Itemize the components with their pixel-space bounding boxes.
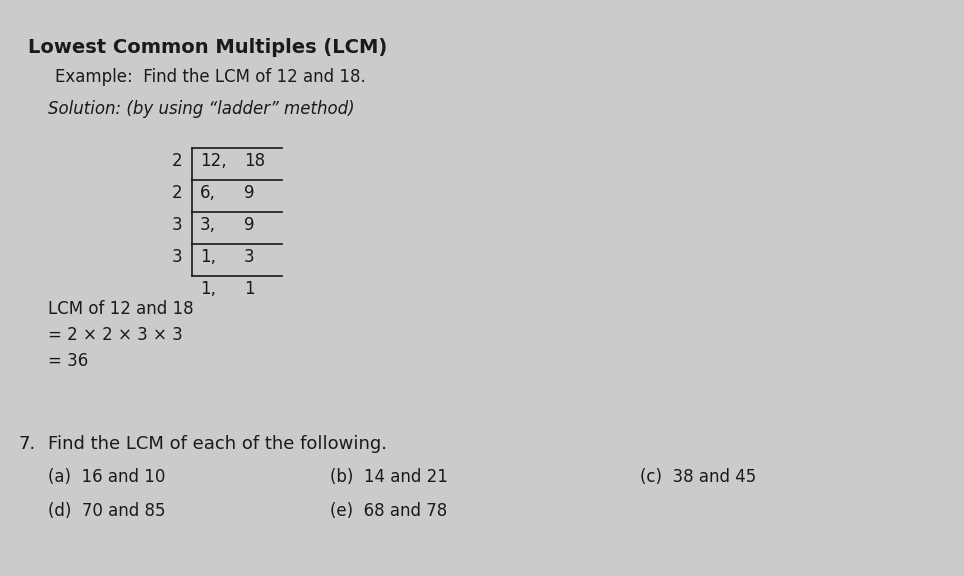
Text: Solution: (by using “ladder” method): Solution: (by using “ladder” method) [48,100,355,118]
Text: 9: 9 [244,216,254,234]
Text: LCM of 12 and 18: LCM of 12 and 18 [48,300,194,318]
Text: 2: 2 [172,152,182,170]
Text: Find the LCM of each of the following.: Find the LCM of each of the following. [48,435,387,453]
Text: 3,: 3, [200,216,216,234]
Text: Example:  Find the LCM of 12 and 18.: Example: Find the LCM of 12 and 18. [55,68,365,86]
Text: 3: 3 [244,248,254,266]
Text: 1,: 1, [200,248,216,266]
Text: (b)  14 and 21: (b) 14 and 21 [330,468,448,486]
Text: 12,: 12, [200,152,227,170]
Text: 2: 2 [172,184,182,202]
Text: 18: 18 [244,152,265,170]
Text: Lowest Common Multiples (LCM): Lowest Common Multiples (LCM) [28,38,388,57]
Text: = 36: = 36 [48,352,89,370]
Text: 9: 9 [244,184,254,202]
Text: 7.: 7. [18,435,36,453]
Text: (a)  16 and 10: (a) 16 and 10 [48,468,166,486]
Text: (c)  38 and 45: (c) 38 and 45 [640,468,756,486]
Text: 1: 1 [244,280,254,298]
Text: 3: 3 [172,216,182,234]
Text: 6,: 6, [200,184,216,202]
Text: 3: 3 [172,248,182,266]
Text: (d)  70 and 85: (d) 70 and 85 [48,502,166,520]
Text: = 2 × 2 × 3 × 3: = 2 × 2 × 3 × 3 [48,326,183,344]
Text: 1,: 1, [200,280,216,298]
Text: (e)  68 and 78: (e) 68 and 78 [330,502,447,520]
